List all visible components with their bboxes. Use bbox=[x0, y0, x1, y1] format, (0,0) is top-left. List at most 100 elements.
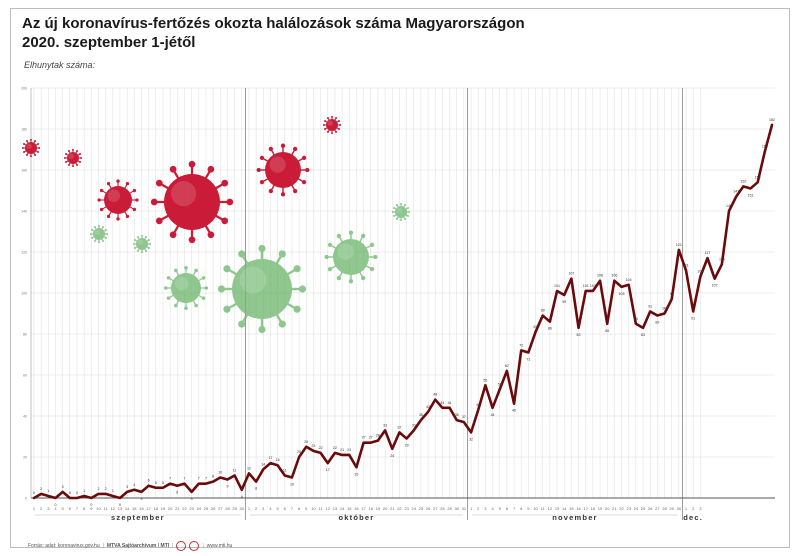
x-tick-label: 11 bbox=[104, 506, 109, 511]
data-label: 15 bbox=[354, 472, 358, 476]
x-tick-label: 22 bbox=[182, 506, 187, 511]
x-tick-label: 28 bbox=[440, 506, 445, 511]
x-tick-label: 22 bbox=[619, 506, 624, 511]
y-tick-label: 0 bbox=[25, 497, 27, 501]
virus-red-icon bbox=[21, 138, 41, 158]
data-label: 23 bbox=[311, 444, 315, 448]
data-label: 85 bbox=[605, 329, 609, 333]
virus-green-icon bbox=[89, 224, 109, 244]
data-label: 1 bbox=[47, 489, 49, 493]
x-tick-label: 18 bbox=[591, 506, 596, 511]
data-label: 32 bbox=[397, 425, 401, 429]
x-tick-label: 9 bbox=[305, 506, 308, 511]
x-tick-label: 14 bbox=[125, 506, 130, 511]
virus-red-icon bbox=[150, 160, 234, 244]
data-label: 37 bbox=[462, 415, 466, 419]
x-tick-label: 6 bbox=[284, 506, 287, 511]
y-tick-label: 180 bbox=[21, 128, 27, 132]
x-tick-label: 27 bbox=[218, 506, 223, 511]
mtva-logo-icon bbox=[189, 541, 200, 551]
x-tick-label: 23 bbox=[189, 506, 194, 511]
x-tick-label: 4 bbox=[269, 506, 272, 511]
y-tick-label: 120 bbox=[21, 251, 27, 255]
x-tick-label: 2 bbox=[692, 506, 695, 511]
data-label: 2 bbox=[97, 487, 99, 491]
series-line bbox=[32, 123, 774, 500]
x-tick-label: 27 bbox=[655, 506, 660, 511]
data-label: 7 bbox=[198, 477, 200, 481]
footer-credit: MTVA Sajtóarchívum / MTI bbox=[106, 543, 170, 549]
x-tick-label: 10 bbox=[96, 506, 101, 511]
data-label: 48 bbox=[433, 393, 437, 397]
x-tick-label: 26 bbox=[211, 506, 216, 511]
x-tick-label: 9 bbox=[90, 506, 93, 511]
y-tick-label: 40 bbox=[23, 415, 27, 419]
x-tick-label: 23 bbox=[626, 506, 631, 511]
data-label: 97 bbox=[670, 292, 674, 296]
data-label: 44 bbox=[448, 401, 452, 405]
chart-title-line1: Az új koronavírus-fertőzés okozta halálo… bbox=[22, 15, 525, 32]
x-tick-label: 16 bbox=[576, 506, 581, 511]
data-label: 71 bbox=[526, 357, 530, 361]
x-tick-label: 13 bbox=[118, 506, 123, 511]
data-label: 53 bbox=[498, 382, 502, 386]
virus-red-icon bbox=[63, 148, 83, 168]
x-tick-label: 2 bbox=[477, 506, 480, 511]
x-tick-label: 15 bbox=[347, 506, 352, 511]
x-tick-label: 8 bbox=[520, 506, 523, 511]
data-label: 90 bbox=[663, 307, 667, 311]
data-label: 3 bbox=[126, 485, 128, 489]
data-label: 21 bbox=[340, 448, 344, 452]
data-label: 44 bbox=[440, 401, 444, 405]
data-label: 152 bbox=[740, 179, 746, 183]
x-tick-label: 3 bbox=[47, 506, 50, 511]
x-tick-label: 19 bbox=[161, 506, 166, 511]
x-tick-label: 30 bbox=[677, 506, 682, 511]
x-tick-label: 1 bbox=[685, 506, 688, 511]
y-tick-label: 200 bbox=[21, 87, 27, 91]
data-label: 91 bbox=[648, 304, 652, 308]
x-tick-label: 4 bbox=[491, 506, 494, 511]
y-tick-label: 100 bbox=[21, 292, 27, 296]
data-label: 43 bbox=[476, 403, 480, 407]
footer-separator: | bbox=[172, 543, 174, 549]
month-label: dec. bbox=[683, 513, 703, 522]
x-tick-label: 20 bbox=[605, 506, 610, 511]
footer-source: Forrás: adat: koronavirus.gov.hu bbox=[28, 543, 100, 549]
data-label: 107 bbox=[568, 272, 574, 276]
data-label: 33 bbox=[383, 423, 387, 427]
x-tick-label: 20 bbox=[383, 506, 388, 511]
data-label: 101 bbox=[554, 284, 560, 288]
x-tick-label: 7 bbox=[513, 506, 516, 511]
chart-title-line2: 2020. szeptember 1-jétől bbox=[22, 34, 196, 51]
data-label: 11 bbox=[283, 468, 287, 472]
x-tick-label: 25 bbox=[204, 506, 209, 511]
data-label: 86 bbox=[548, 327, 552, 331]
data-label: 38 bbox=[419, 413, 423, 417]
y-tick-label: 140 bbox=[21, 210, 27, 214]
x-tick-label: 14 bbox=[562, 506, 567, 511]
y-tick-label: 160 bbox=[21, 169, 27, 173]
x-tick-label: 2 bbox=[40, 506, 43, 511]
data-label: 108 bbox=[697, 270, 703, 274]
x-tick-label: 2 bbox=[255, 506, 258, 511]
x-tick-label: 15 bbox=[569, 506, 574, 511]
footer-separator: | bbox=[202, 543, 204, 549]
data-label: 2 bbox=[40, 487, 42, 491]
data-label: 169 bbox=[762, 145, 768, 149]
x-tick-label: 30 bbox=[455, 506, 460, 511]
x-tick-label: 29 bbox=[232, 506, 237, 511]
x-tick-label: 7 bbox=[76, 506, 79, 511]
x-tick-label: 20 bbox=[168, 506, 173, 511]
x-tick-label: 10 bbox=[533, 506, 538, 511]
virus-green-icon bbox=[163, 265, 209, 311]
month-label: október bbox=[338, 513, 374, 522]
data-label: 1 bbox=[112, 489, 114, 493]
x-tick-label: 11 bbox=[541, 506, 546, 511]
data-label: 8 bbox=[212, 475, 214, 479]
data-label: 117 bbox=[705, 251, 711, 255]
data-label: 154 bbox=[755, 175, 761, 179]
virus-green-icon bbox=[324, 230, 378, 284]
data-label: 4 bbox=[133, 483, 135, 487]
